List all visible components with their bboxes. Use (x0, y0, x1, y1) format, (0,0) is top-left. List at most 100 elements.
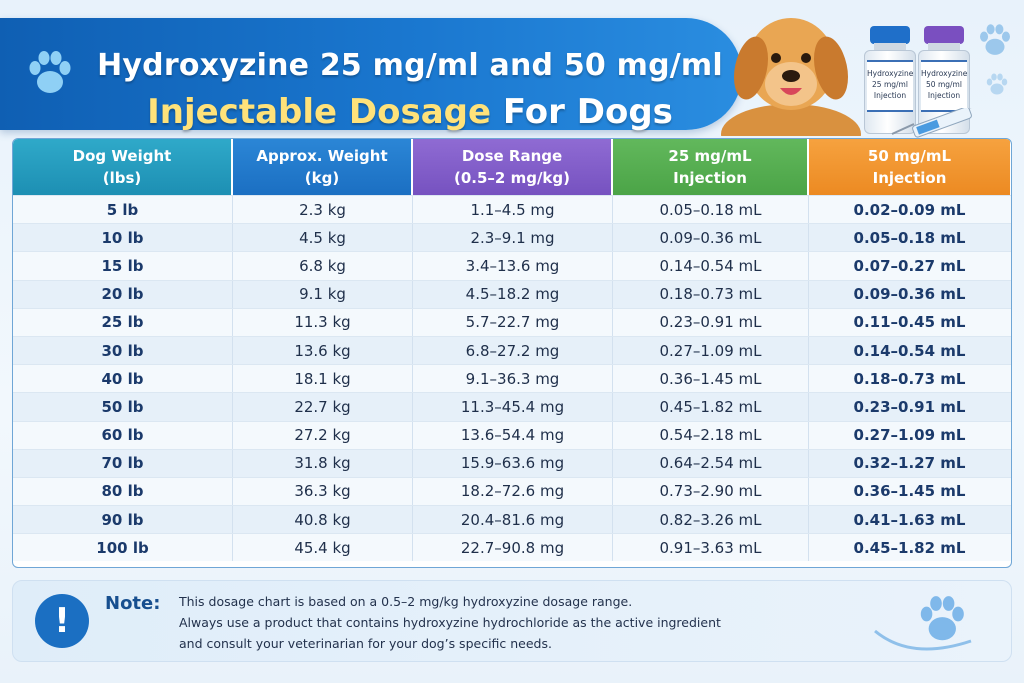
cell-approx-weight: 9.1 kg (233, 280, 413, 308)
cell-25mg-volume: 0.36–1.45 mL (613, 365, 809, 393)
cell-dose-range: 22.7–90.8 mg (413, 534, 613, 562)
cell-dose-range: 1.1–4.5 mg (413, 196, 613, 224)
cell-approx-weight: 31.8 kg (233, 449, 413, 477)
table-body: 5 lb 2.3 kg 1.1–4.5 mg 0.05–0.18 mL 0.02–0.0… (13, 195, 1011, 562)
cell-dose-range: 2.3–9.1 mg (413, 224, 613, 252)
cell-25mg-volume: 0.64–2.54 mL (613, 449, 809, 477)
table-row: 5 lb 2.3 kg 1.1–4.5 mg 0.05–0.18 mL 0.02–0.0… (13, 195, 1011, 224)
cell-dog-weight: 60 lb (13, 421, 233, 449)
header-dose-range: Dose Range (0.5–2 mg/kg) (413, 139, 613, 195)
cell-dose-range: 11.3–45.4 mg (413, 393, 613, 421)
dosage-table: Dog Weight (lbs) Approx. Weight (kg) Dose … (12, 138, 1012, 568)
cell-approx-weight: 13.6 kg (233, 336, 413, 365)
cell-50mg-volume: 0.11–0.45 mL (853, 313, 966, 332)
header-50mg: 50 mg/mL Injection (809, 139, 1010, 195)
cell-dose-range: 13.6–54.4 mg (413, 421, 613, 449)
cell-approx-weight: 18.1 kg (233, 365, 413, 393)
vial-50mg-label: Hydroxyzine 50 mg/ml Injection (921, 60, 967, 112)
cell-50mg-volume: 0.45–1.82 mL (853, 538, 966, 557)
cell-dose-range: 5.7–22.7 mg (413, 308, 613, 336)
cell-approx-weight: 6.8 kg (233, 252, 413, 280)
header-approx-weight: Approx. Weight (kg) (233, 139, 413, 195)
note-label: Note: (105, 593, 161, 614)
note-box: ! Note: This dosage chart is based on a … (12, 580, 1012, 662)
table-row: 40 lb 18.1 kg 9.1–36.3 mg 0.36–1.45 mL 0.18–… (13, 364, 1011, 393)
cell-dog-weight: 80 lb (13, 477, 233, 506)
note-line: and consult your veterinarian for your d… (179, 636, 552, 651)
paw-icon (874, 596, 972, 651)
cell-50mg-volume: 0.05–0.18 mL (853, 228, 966, 247)
cell-50mg-volume: 0.32–1.27 mL (853, 454, 966, 473)
cell-dog-weight: 100 lb (13, 534, 233, 562)
cell-25mg-volume: 0.18–0.73 mL (613, 280, 809, 308)
cell-25mg-volume: 0.82–3.26 mL (613, 506, 809, 534)
cell-dose-range: 6.8–27.2 mg (413, 336, 613, 365)
cell-dose-range: 20.4–81.6 mg (413, 506, 613, 534)
cell-approx-weight: 45.4 kg (233, 534, 413, 562)
cell-50mg-volume: 0.07–0.27 mL (853, 256, 966, 275)
cell-dose-range: 15.9–63.6 mg (413, 449, 613, 477)
cell-25mg-volume: 0.09–0.36 mL (613, 224, 809, 252)
paw-icon (980, 24, 1010, 55)
subtitle-rest: For Dogs (502, 92, 673, 132)
vial-25mg: Hydroxyzine 25 mg/ml Injection (864, 26, 916, 134)
table-row: 70 lb 31.8 kg 15.9–63.6 mg 0.64–2.54 mL 0.32… (13, 448, 1011, 477)
cell-approx-weight: 27.2 kg (233, 421, 413, 449)
header-25mg: 25 mg/mL Injection (613, 139, 809, 195)
dog-illustration (721, 18, 861, 136)
table-row: 100 lb 45.4 kg 22.7–90.8 mg 0.91–3.63 mL 0.4… (13, 533, 1011, 562)
cell-dog-weight: 25 lb (13, 308, 233, 336)
table-row: 80 lb 36.3 kg 18.2–72.6 mg 0.73–2.90 mL 0.36… (13, 476, 1011, 506)
cell-50mg-volume: 0.09–0.36 mL (853, 285, 966, 304)
paw-icon (986, 73, 1008, 95)
cell-50mg-volume: 0.18–0.73 mL (853, 369, 966, 388)
subtitle-highlight: Injectable Dosage (147, 92, 492, 132)
cell-50mg-volume: 0.27–1.09 mL (853, 426, 966, 445)
table-row: 90 lb 40.8 kg 20.4–81.6 mg 0.82–3.26 mL 0.41… (13, 505, 1011, 534)
vial-25mg-label: Hydroxyzine 25 mg/ml Injection (867, 60, 913, 112)
syringe-icon (891, 108, 998, 138)
cell-25mg-volume: 0.54–2.18 mL (613, 421, 809, 449)
cell-approx-weight: 2.3 kg (233, 196, 413, 224)
title-banner: Hydroxyzine 25 mg/ml and 50 mg/ml Inject… (0, 18, 742, 132)
header-dog-weight: Dog Weight (lbs) (13, 139, 233, 195)
page-subtitle: Injectable Dosage For Dogs (90, 92, 730, 132)
table-row: 15 lb 6.8 kg 3.4–13.6 mg 0.14–0.54 mL 0.07–0… (13, 251, 1011, 280)
table-header: Dog Weight (lbs) Approx. Weight (kg) Dose … (13, 139, 1011, 195)
cell-dog-weight: 90 lb (13, 506, 233, 534)
cell-25mg-volume: 0.27–1.09 mL (613, 336, 809, 365)
table-row: 50 lb 22.7 kg 11.3–45.4 mg 0.45–1.82 mL 0.23… (13, 392, 1011, 421)
cell-25mg-volume: 0.91–3.63 mL (613, 534, 809, 562)
cell-dog-weight: 50 lb (13, 393, 233, 421)
cell-dose-range: 4.5–18.2 mg (413, 280, 613, 308)
cell-dog-weight: 70 lb (13, 449, 233, 477)
cell-25mg-volume: 0.45–1.82 mL (613, 393, 809, 421)
cell-25mg-volume: 0.73–2.90 mL (613, 477, 809, 506)
cell-dog-weight: 15 lb (13, 252, 233, 280)
cell-dog-weight: 40 lb (13, 365, 233, 393)
note-line: This dosage chart is based on a 0.5–2 mg… (179, 594, 633, 609)
cell-approx-weight: 22.7 kg (233, 393, 413, 421)
alert-icon: ! (35, 594, 89, 648)
cell-25mg-volume: 0.23–0.91 mL (613, 308, 809, 336)
page-title: Hydroxyzine 25 mg/ml and 50 mg/ml (97, 48, 723, 83)
cell-50mg-volume: 0.41–1.63 mL (853, 510, 966, 529)
cell-approx-weight: 11.3 kg (233, 308, 413, 336)
cell-dose-range: 3.4–13.6 mg (413, 252, 613, 280)
paw-icon (29, 51, 71, 93)
cell-dose-range: 9.1–36.3 mg (413, 365, 613, 393)
cell-50mg-volume: 0.14–0.54 mL (853, 341, 966, 360)
cell-dog-weight: 20 lb (13, 280, 233, 308)
cell-dog-weight: 30 lb (13, 336, 233, 365)
cell-50mg-volume: 0.36–1.45 mL (853, 482, 966, 501)
note-line: Always use a product that contains hydro… (179, 615, 721, 630)
table-row: 30 lb 13.6 kg 6.8–27.2 mg 0.27–1.09 mL 0.14–… (13, 335, 1011, 365)
cell-dose-range: 18.2–72.6 mg (413, 477, 613, 506)
cell-25mg-volume: 0.14–0.54 mL (613, 252, 809, 280)
cell-approx-weight: 4.5 kg (233, 224, 413, 252)
cell-approx-weight: 40.8 kg (233, 506, 413, 534)
cell-dog-weight: 10 lb (13, 224, 233, 252)
table-row: 60 lb 27.2 kg 13.6–54.4 mg 0.54–2.18 mL 0.27… (13, 420, 1011, 449)
cell-approx-weight: 36.3 kg (233, 477, 413, 506)
table-row: 25 lb 11.3 kg 5.7–22.7 mg 0.23–0.91 mL 0.11–… (13, 307, 1011, 336)
